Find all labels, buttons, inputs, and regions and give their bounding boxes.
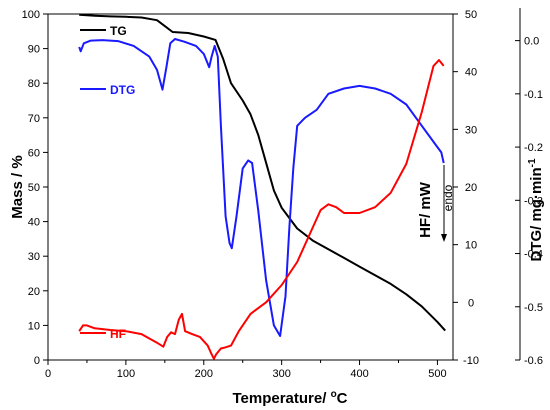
- x-tick-label: 100: [117, 368, 135, 380]
- y-left-tick-label: 80: [28, 78, 40, 90]
- x-axis-title-degree: o: [331, 389, 337, 400]
- x-axis-title-text: Temperature/: [232, 390, 330, 407]
- legend-layer: TG DTG HF: [80, 24, 135, 341]
- x-tick-label: 200: [195, 368, 213, 380]
- y-left-tick-label: 90: [28, 44, 40, 56]
- y-hf-tick-label: 30: [465, 124, 477, 136]
- y-left-tick-label: 10: [28, 320, 40, 332]
- series-line-hf: [78, 59, 445, 360]
- y-right-axis-title-sup: -1: [527, 158, 538, 167]
- series-line-dtg: [78, 38, 445, 337]
- endo-annotation-label: endo: [441, 184, 455, 211]
- legend-label-dtg: DTG: [110, 83, 135, 97]
- y-left-axis-title: Mass / %: [9, 155, 26, 218]
- y-left-tick-label: 0: [34, 355, 40, 367]
- y-left-tick-label: 40: [28, 217, 40, 229]
- y-dtg-tick-label: -0.1: [524, 89, 543, 101]
- y-hf-tick-label: 10: [465, 240, 477, 252]
- y-dtg-tick-label: -0.3: [524, 195, 543, 207]
- y-left-tick-label: 60: [28, 147, 40, 159]
- y-right-axis-title: DTG/ mg·min-1: [527, 158, 545, 262]
- y-dtg-tick-label: -0.4: [524, 249, 543, 261]
- y-left-tick-label: 50: [28, 182, 40, 194]
- y-right-axis-title-text: DTG/ mg·min: [528, 167, 545, 261]
- x-tick-label: 400: [350, 368, 368, 380]
- y-hf-tick-label: 50: [465, 9, 477, 21]
- hf-annotation-label: HF/ mW: [417, 181, 434, 238]
- y-left-tick-label: 70: [28, 113, 40, 125]
- axes-layer: 0 100 200 300 400 5000102030405060708090100-1…: [22, 8, 543, 380]
- x-tick-label: 0: [45, 368, 51, 380]
- series-line-tg: [79, 13, 446, 332]
- x-tick-label: 300: [272, 368, 290, 380]
- legend-label-hf: HF: [110, 327, 126, 341]
- x-axis-title: Temperature/ oC: [232, 389, 347, 407]
- endo-arrow-icon: [441, 165, 447, 242]
- y-left-tick-label: 20: [28, 286, 40, 298]
- y-left-tick-label: 100: [22, 9, 40, 21]
- y-hf-tick-label: 40: [465, 67, 477, 79]
- x-axis-title-unit: C: [337, 390, 348, 407]
- y-dtg-tick-label: -0.2: [524, 142, 543, 154]
- legend-label-tg: TG: [110, 24, 127, 38]
- x-tick-label: 500: [428, 368, 446, 380]
- series-layer: [78, 13, 446, 360]
- y-hf-tick-label: -10: [463, 355, 479, 367]
- y-dtg-tick-label: -0.5: [524, 302, 543, 314]
- y-dtg-tick-label: 0.0: [524, 36, 539, 48]
- y-hf-tick-label: 20: [465, 182, 477, 194]
- y-dtg-tick-label: -0.6: [524, 355, 543, 367]
- y-hf-tick-label: 0: [468, 297, 474, 309]
- y-left-tick-label: 30: [28, 251, 40, 263]
